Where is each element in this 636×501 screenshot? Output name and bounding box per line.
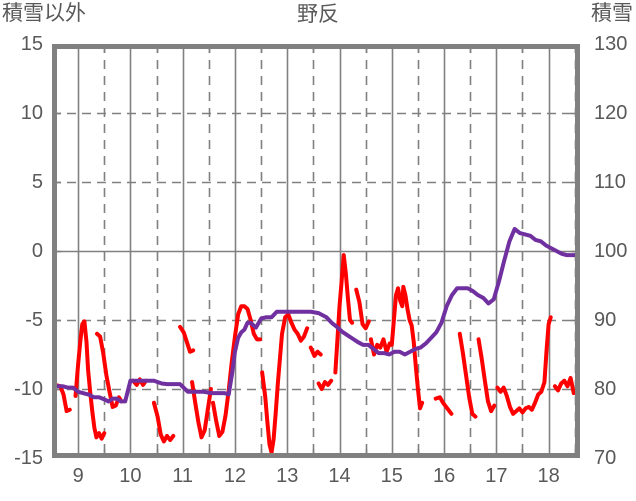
y-tick-label-right: 70 — [594, 447, 617, 469]
right-axis-title: 積雪 — [591, 2, 633, 25]
series-line-red-series — [333, 253, 355, 375]
x-tick-label: 17 — [485, 465, 508, 487]
series-line-red-series — [190, 380, 213, 440]
x-tick-label: 11 — [172, 465, 194, 487]
series-line-red-series — [151, 400, 176, 444]
series-line-red-series — [260, 312, 310, 455]
y-tick-label-right: 110 — [594, 171, 626, 193]
series-line-red-series — [476, 337, 497, 414]
plot-area — [52, 44, 580, 458]
y-tick-label-left: 15 — [20, 33, 43, 55]
series-line-red-series — [354, 287, 371, 331]
series-line-red-series — [368, 337, 392, 357]
plot-frame — [52, 44, 580, 458]
series-line-red-series — [308, 345, 323, 358]
series-line-purple-series — [52, 226, 580, 404]
x-tick-label: 16 — [432, 465, 456, 487]
chart-title: 野反 — [297, 3, 339, 26]
y-tick-label-left: 10 — [20, 102, 43, 124]
y-tick-label-left: -10 — [14, 378, 43, 400]
x-tick-label: 14 — [328, 465, 351, 487]
x-tick-label: 10 — [119, 465, 142, 487]
y-tick-label-right: 120 — [594, 102, 628, 124]
y-tick-label-left: 0 — [31, 240, 43, 262]
gridlines — [52, 44, 580, 458]
left-axis-title: 積雪以外 — [2, 2, 86, 25]
x-tick-label: 12 — [223, 465, 247, 487]
plot-border — [52, 44, 580, 458]
x-tick-label: 15 — [380, 465, 403, 487]
y-tick-label-left: -15 — [14, 447, 43, 469]
series-line-red-series — [552, 375, 576, 396]
y-tick-label-right: 80 — [594, 378, 617, 400]
series-line-red-series — [316, 378, 334, 391]
y-tick-label-right: 90 — [594, 309, 617, 331]
x-tick-label: 18 — [537, 465, 560, 487]
x-tick-label: 9 — [72, 465, 84, 487]
plot-svg — [52, 44, 580, 458]
series-line-red-series — [457, 331, 478, 419]
series-line-red-series — [73, 319, 107, 441]
y-tick-label-left: 5 — [31, 171, 43, 193]
y-tick-label-right: 100 — [594, 240, 628, 262]
series-line-red-series — [433, 395, 454, 416]
y-tick-label-right: 130 — [594, 33, 628, 55]
series-lines — [52, 226, 580, 455]
x-tick-label: 13 — [276, 465, 299, 487]
series-line-red-series — [389, 284, 425, 411]
y-tick-label-left: -5 — [25, 309, 43, 331]
series-line-red-series — [495, 315, 553, 416]
series-line-red-series — [178, 324, 196, 354]
